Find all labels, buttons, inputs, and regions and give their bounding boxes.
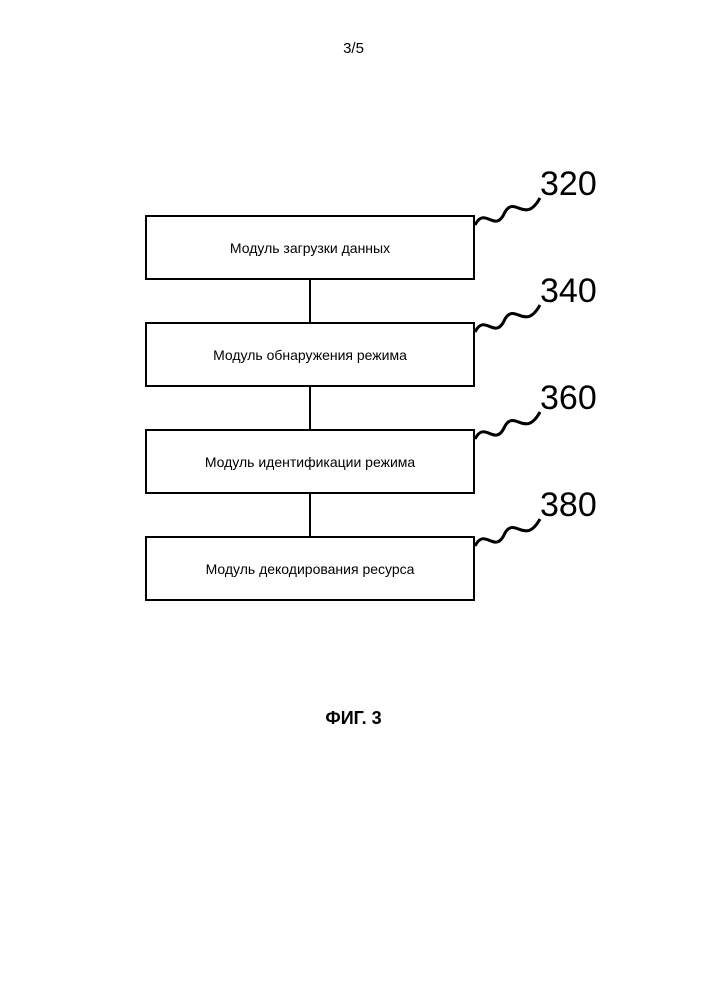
ref-label-340: 340 — [540, 272, 597, 311]
block-load-data: Модуль загрузки данных — [145, 215, 475, 280]
block-detect-mode: Модуль обнаружения режима — [145, 322, 475, 387]
leader-line-icon — [470, 297, 550, 337]
block-identify-mode: Модуль идентификации режима — [145, 429, 475, 494]
connector — [309, 494, 311, 536]
connector — [309, 387, 311, 429]
ref-label-360: 360 — [540, 379, 597, 418]
block-label: Модуль идентификации режима — [205, 454, 415, 470]
connector — [309, 280, 311, 322]
page: 3/5 Модуль загрузки данных Модуль обнару… — [0, 0, 707, 1000]
ref-label-380: 380 — [540, 486, 597, 525]
block-decode-resource: Модуль декодирования ресурса — [145, 536, 475, 601]
page-number: 3/5 — [0, 40, 707, 57]
leader-line-icon — [470, 511, 550, 551]
ref-label-320: 320 — [540, 165, 597, 204]
block-label: Модуль декодирования ресурса — [206, 561, 415, 577]
leader-line-icon — [470, 404, 550, 444]
figure-label: ФИГ. 3 — [0, 708, 707, 729]
leader-line-icon — [470, 190, 550, 230]
block-label: Модуль загрузки данных — [230, 240, 390, 256]
diagram-container: Модуль загрузки данных Модуль обнаружени… — [145, 215, 475, 601]
block-label: Модуль обнаружения режима — [213, 347, 407, 363]
